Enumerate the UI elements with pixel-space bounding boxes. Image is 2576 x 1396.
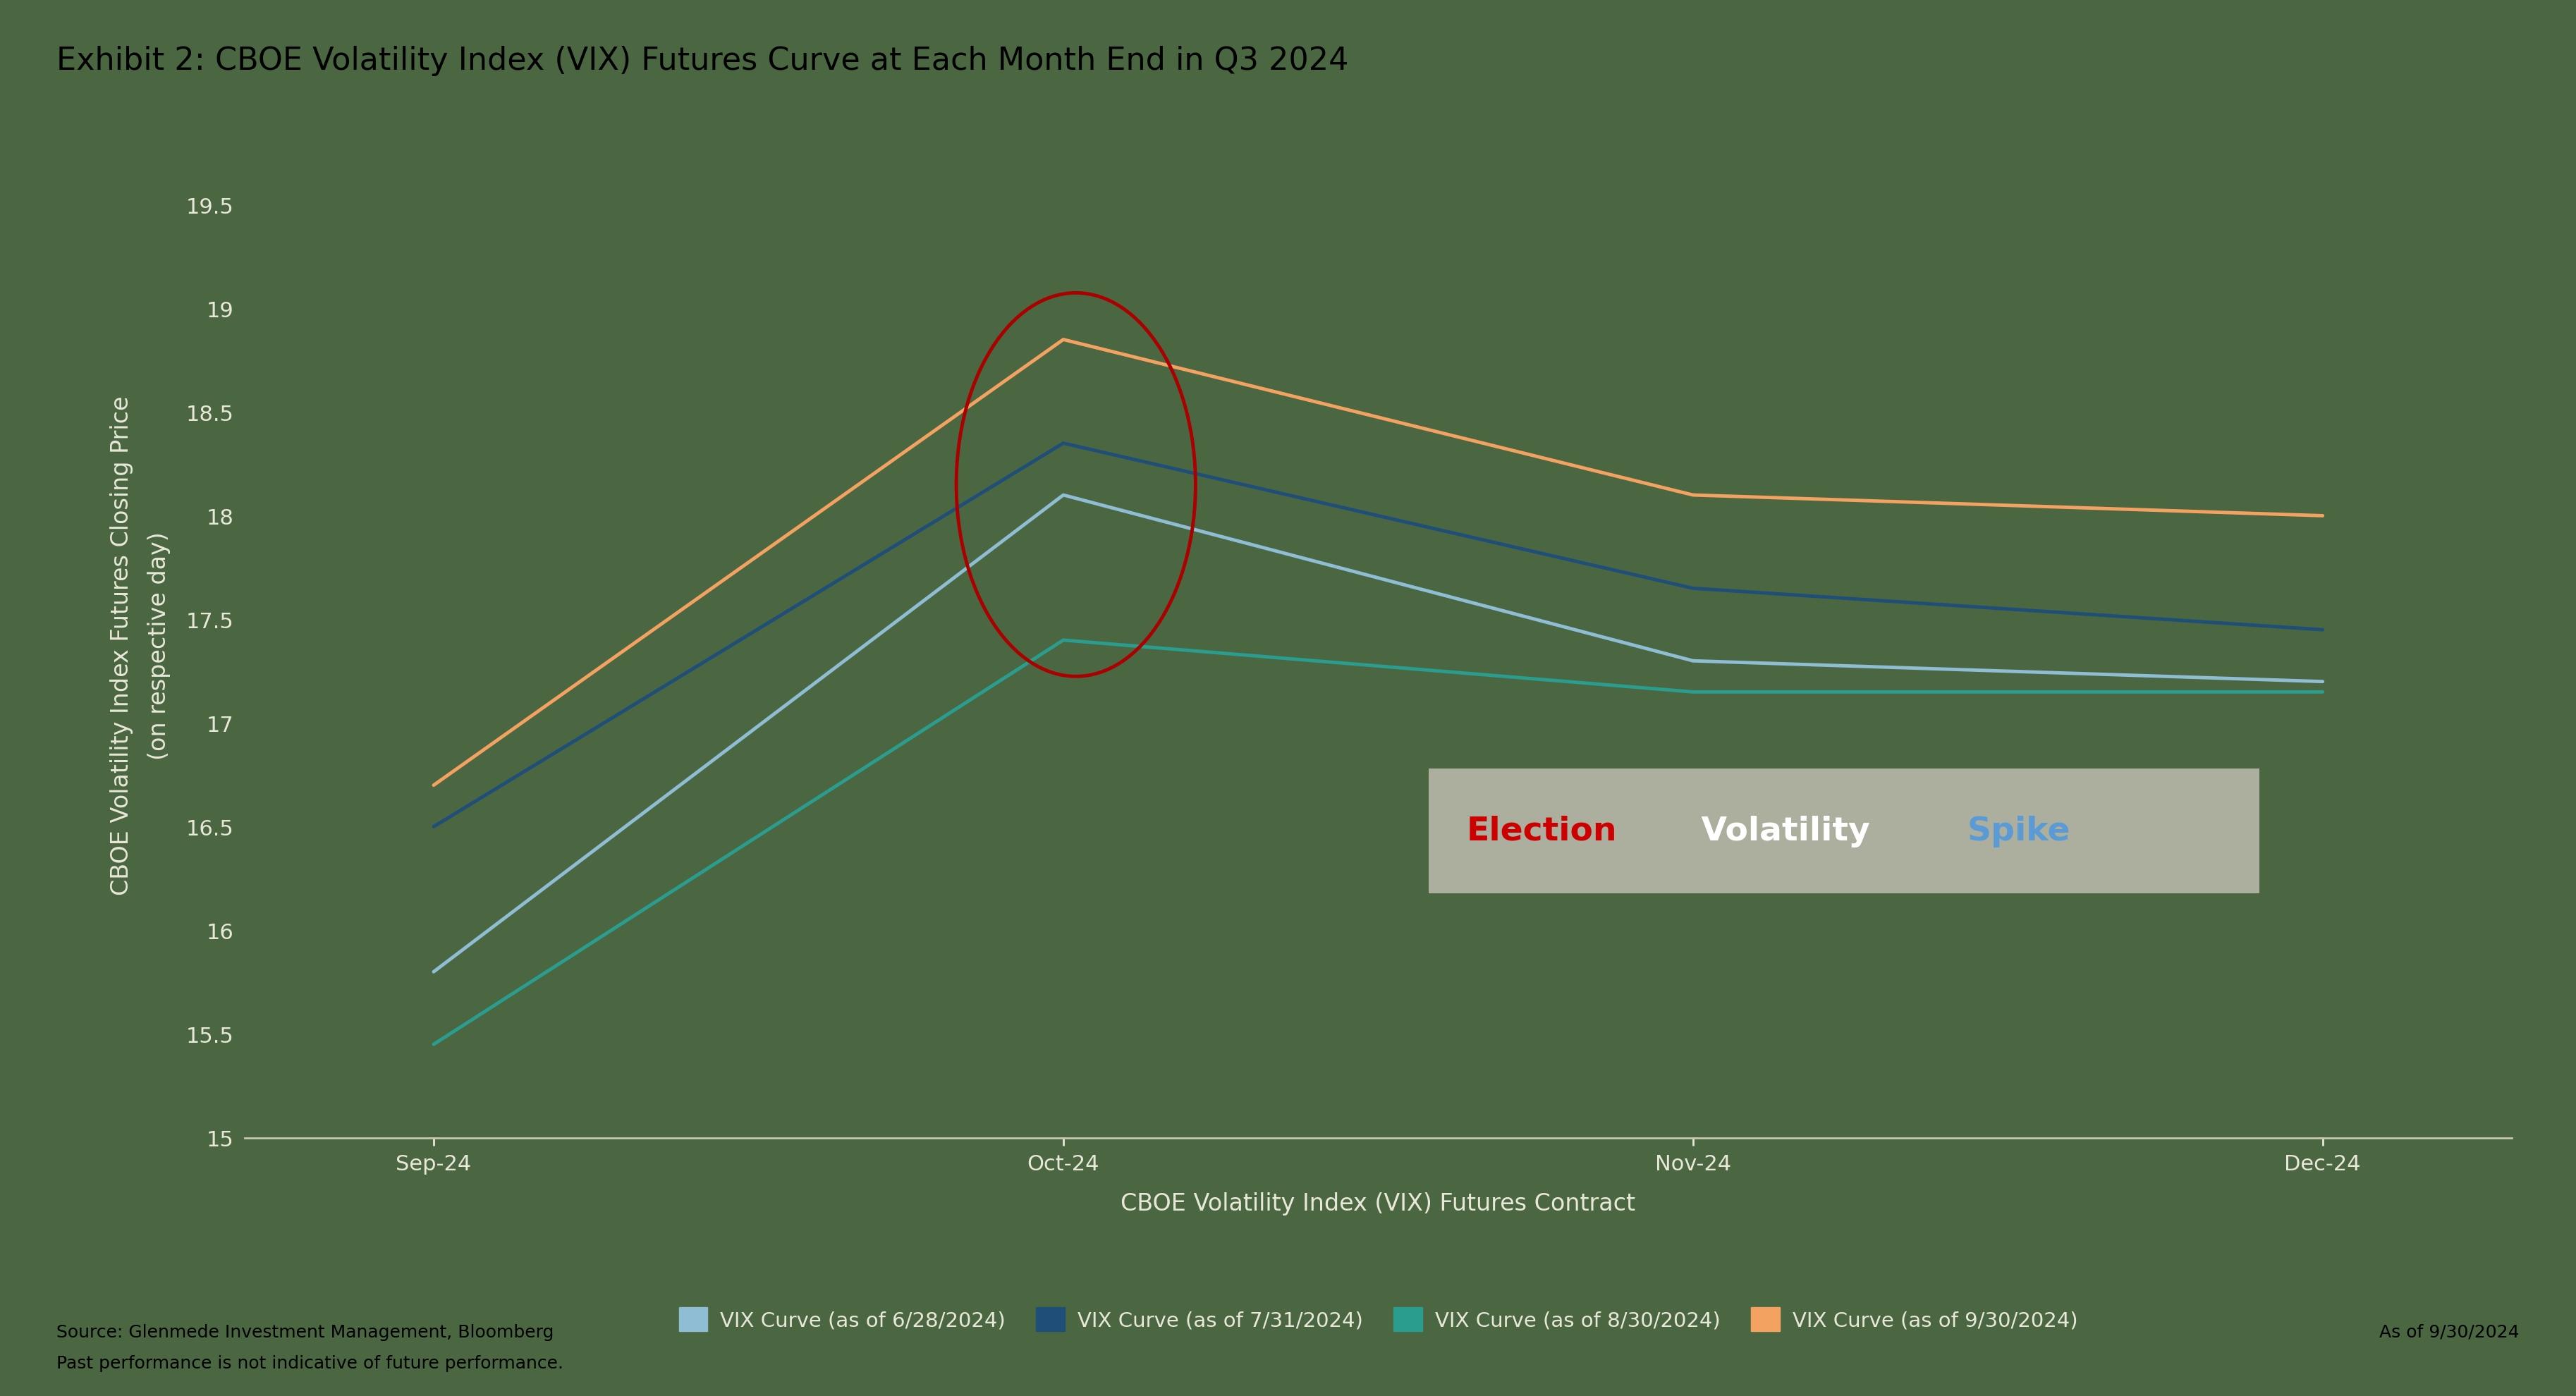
VIX Curve (as of 7/31/2024) (1048, 436, 1079, 452)
VIX Curve (as of 6/28/2024) (2308, 673, 2339, 690)
VIX Curve (as of 7/31/2024) (417, 818, 448, 835)
Text: Spike: Spike (1968, 815, 2071, 847)
Text: As of 9/30/2024: As of 9/30/2024 (2380, 1323, 2519, 1340)
VIX Curve (as of 7/31/2024) (2308, 621, 2339, 638)
Line: VIX Curve (as of 6/28/2024): VIX Curve (as of 6/28/2024) (433, 496, 2324, 972)
Text: Election: Election (1466, 815, 1618, 847)
VIX Curve (as of 6/28/2024) (1677, 653, 1708, 670)
Line: VIX Curve (as of 7/31/2024): VIX Curve (as of 7/31/2024) (433, 444, 2324, 826)
VIX Curve (as of 8/30/2024) (1048, 632, 1079, 649)
VIX Curve (as of 6/28/2024) (417, 963, 448, 980)
Y-axis label: CBOE Volatility Index Futures Closing Price
(on respective day): CBOE Volatility Index Futures Closing Pr… (111, 396, 170, 895)
Legend: VIX Curve (as of 6/28/2024), VIX Curve (as of 7/31/2024), VIX Curve (as of 8/30/: VIX Curve (as of 6/28/2024), VIX Curve (… (670, 1298, 2087, 1339)
VIX Curve (as of 9/30/2024) (417, 778, 448, 794)
VIX Curve (as of 9/30/2024) (1677, 487, 1708, 504)
X-axis label: CBOE Volatility Index (VIX) Futures Contract: CBOE Volatility Index (VIX) Futures Cont… (1121, 1191, 1636, 1215)
Text: Volatility: Volatility (1690, 815, 1883, 847)
Line: VIX Curve (as of 9/30/2024): VIX Curve (as of 9/30/2024) (433, 341, 2324, 786)
VIX Curve (as of 9/30/2024) (1048, 332, 1079, 349)
Text: Exhibit 2: CBOE Volatility Index (VIX) Futures Curve at Each Month End in Q3 202: Exhibit 2: CBOE Volatility Index (VIX) F… (57, 46, 1350, 77)
Text: Source: Glenmede Investment Management, Bloomberg: Source: Glenmede Investment Management, … (57, 1323, 554, 1340)
VIX Curve (as of 6/28/2024) (1048, 487, 1079, 504)
VIX Curve (as of 8/30/2024) (1677, 684, 1708, 701)
VIX Curve (as of 8/30/2024) (2308, 684, 2339, 701)
VIX Curve (as of 7/31/2024) (1677, 581, 1708, 597)
VIX Curve (as of 9/30/2024) (2308, 508, 2339, 525)
FancyBboxPatch shape (1430, 769, 2259, 893)
Text: Past performance is not indicative of future performance.: Past performance is not indicative of fu… (57, 1354, 564, 1371)
Line: VIX Curve (as of 8/30/2024): VIX Curve (as of 8/30/2024) (433, 641, 2324, 1044)
VIX Curve (as of 8/30/2024) (417, 1036, 448, 1053)
